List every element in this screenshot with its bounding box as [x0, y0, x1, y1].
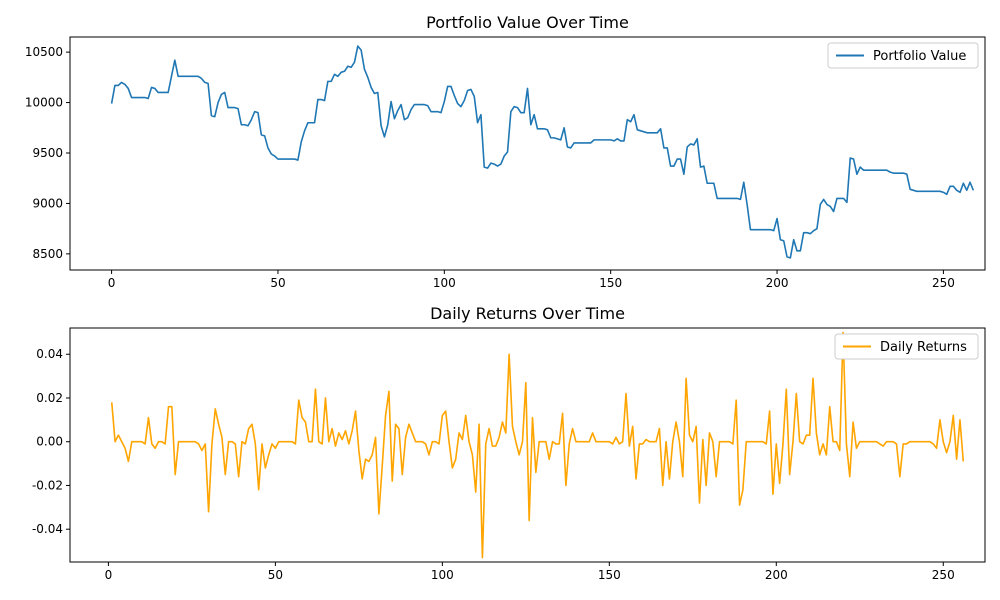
x-tick-label: 0 — [108, 276, 116, 290]
y-tick-label: 10000 — [25, 96, 63, 110]
plot-area: 0 50 100 150 200 250 -0.04 -0.02 0.00 0.02 0.04 — [32, 331, 965, 582]
legend-label-portfolio-value: Portfolio Value — [873, 49, 966, 64]
series-line-portfolio-value — [110, 45, 975, 259]
y-tick-label: 9500 — [32, 146, 63, 160]
x-tick-label: 50 — [268, 568, 283, 582]
x-tick-label: 100 — [431, 568, 454, 582]
y-tick-label: 0.04 — [36, 347, 63, 361]
x-tick-label: 250 — [932, 568, 955, 582]
y-tick-label: 0.02 — [36, 391, 63, 405]
x-tick-label: 50 — [270, 276, 285, 290]
legend-box — [827, 42, 979, 69]
x-tick-label: 0 — [105, 568, 113, 582]
y-tick-label: 0.00 — [36, 435, 63, 449]
legend: Portfolio Value — [827, 42, 979, 69]
series-line-daily-returns — [110, 331, 965, 559]
y-tick-label: 9000 — [32, 196, 63, 210]
y-tick-label: 10500 — [25, 45, 63, 59]
axes-frame — [69, 36, 986, 271]
x-tick-label: 200 — [765, 568, 788, 582]
x-tick-label: 100 — [433, 276, 456, 290]
axes-frame — [69, 327, 986, 563]
x-tick-label: 200 — [766, 276, 789, 290]
x-tick-label: 150 — [599, 276, 622, 290]
legend-label-daily-returns: Daily Returns — [880, 340, 967, 355]
y-tick-label: -0.04 — [32, 522, 63, 536]
plot-area: 0 50 100 150 200 250 8500 9000 9500 10000 10500 — [25, 45, 975, 290]
daily-returns-chart: Daily Returns Over Time 0 50 100 150 200 250 -… — [32, 304, 986, 582]
x-tick-label: 250 — [932, 276, 955, 290]
portfolio-value-chart: Portfolio Value Over Time 0 50 100 150 200 25… — [25, 13, 986, 290]
x-tick-label: 150 — [598, 568, 621, 582]
y-tick-label: -0.02 — [32, 478, 63, 492]
legend-box — [834, 333, 979, 360]
chart-title: Daily Returns Over Time — [430, 304, 625, 323]
y-tick-label: 8500 — [32, 247, 63, 261]
legend: Daily Returns — [834, 333, 979, 360]
chart-title: Portfolio Value Over Time — [426, 13, 629, 32]
